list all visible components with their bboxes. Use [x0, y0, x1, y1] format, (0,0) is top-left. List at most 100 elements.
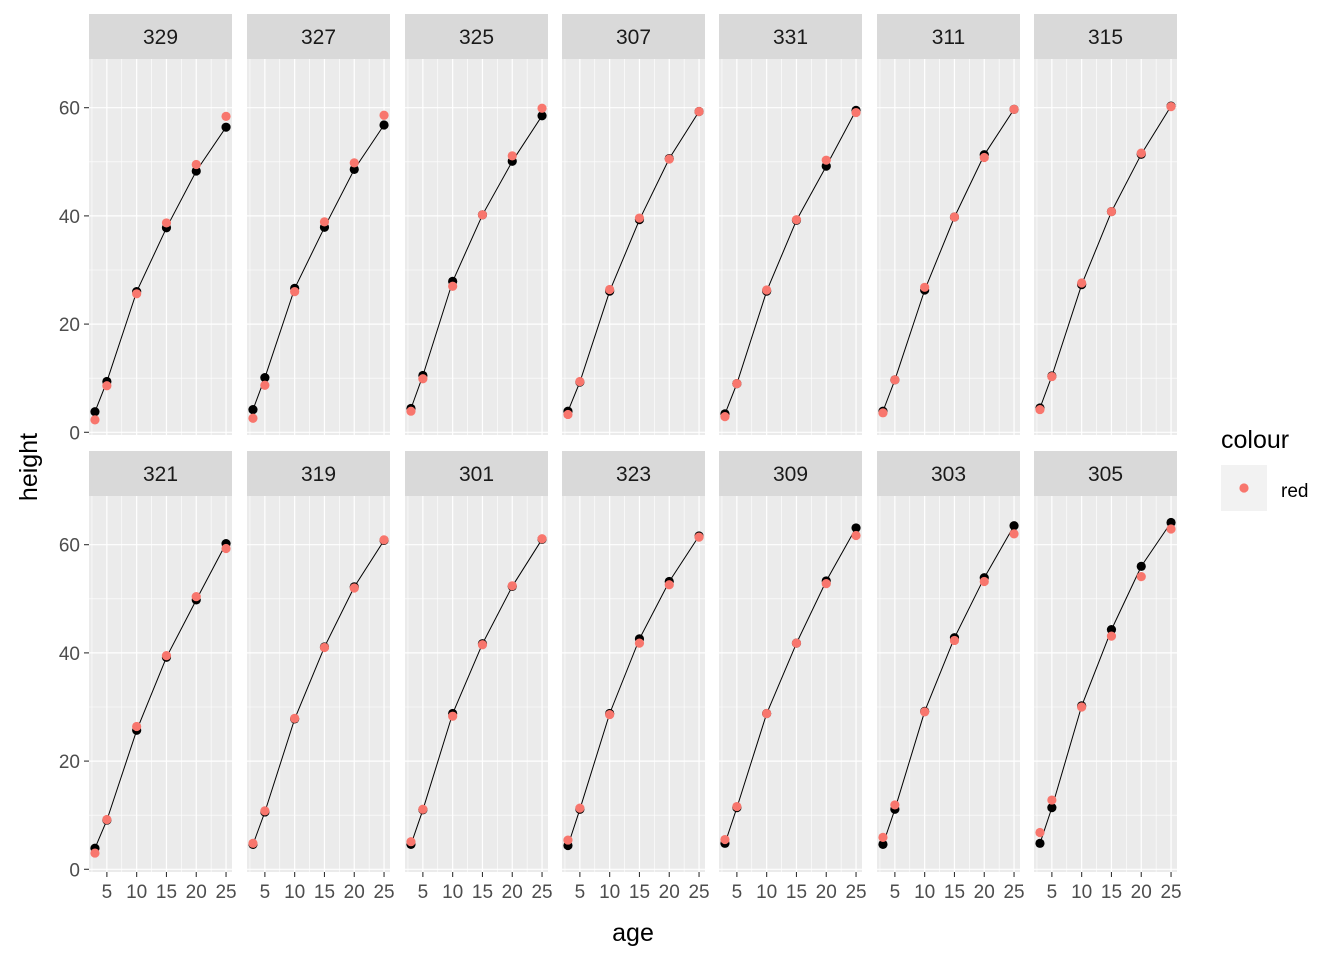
fitted-point: [102, 381, 112, 391]
fitted-point: [1136, 148, 1146, 158]
series-line: [94, 543, 227, 849]
fitted-point: [791, 215, 802, 225]
facet-panels: 329 327 325 307 331 311 315 321 319 301 323 309 303 3…: [89, 14, 1177, 872]
series-line: [1039, 105, 1172, 409]
series-line: [567, 535, 700, 846]
fitted-point: [605, 709, 615, 720]
strip-label: 307: [616, 26, 651, 49]
x-tick-label: 15: [629, 882, 650, 903]
panel-background: [562, 496, 705, 872]
fitted-point: [890, 375, 900, 385]
observed-point: [221, 122, 231, 132]
fitted-point: [1077, 702, 1087, 712]
fitted-point: [1106, 206, 1117, 217]
strip-label: 315: [1088, 26, 1123, 49]
strip-background: [877, 14, 1020, 59]
x-tick-label: 25: [215, 882, 236, 903]
fitted-point: [90, 848, 100, 858]
x-tick-label: 15: [944, 882, 965, 903]
strip-background: [562, 451, 705, 496]
fitted-point: [132, 289, 142, 299]
fitted-point: [1106, 631, 1117, 641]
x-tick-label: 25: [373, 882, 394, 903]
x-tick-label: 25: [1160, 882, 1181, 903]
fitted-point: [260, 380, 270, 390]
series-line: [724, 527, 857, 844]
facet-panel-303: 303: [877, 451, 1020, 872]
fitted-point: [221, 111, 231, 121]
observed-point: [90, 407, 100, 417]
fitted-point: [762, 708, 772, 719]
fitted-point: [1009, 104, 1019, 114]
observed-point: [1106, 625, 1117, 635]
fitted-point: [537, 534, 547, 544]
observed-point: [537, 111, 547, 121]
fitted-point: [349, 583, 359, 593]
observed-point: [851, 523, 861, 533]
fitted-point: [1136, 572, 1146, 582]
x-tick-label: 15: [1101, 882, 1122, 903]
x-tick-label: 5: [732, 882, 743, 903]
series-line: [724, 110, 857, 415]
x-tick-label: 20: [344, 882, 365, 903]
fitted-point: [349, 158, 359, 168]
fitted-point: [379, 110, 389, 120]
x-tick-label: 10: [1071, 882, 1092, 903]
facet-panel-325: 325: [405, 14, 548, 435]
strip-label: 305: [1088, 463, 1123, 486]
series-line: [252, 540, 385, 845]
strip-label: 323: [616, 463, 651, 486]
x-tick-label: 10: [914, 882, 935, 903]
fitted-point: [477, 210, 488, 220]
fitted-point: [732, 379, 742, 389]
y-tick-label: 20: [59, 752, 80, 773]
facet-panel-327: 327: [247, 14, 390, 435]
x-tick-label: 25: [688, 882, 709, 903]
fitted-point: [248, 838, 258, 848]
fitted-point: [878, 408, 888, 418]
observed-point: [191, 166, 201, 176]
legend-title: colour: [1221, 426, 1289, 454]
y-tick-label: 0: [69, 423, 80, 444]
strip-background: [1034, 451, 1177, 496]
y-tick-label: 20: [59, 315, 80, 336]
fitted-point: [537, 103, 547, 113]
fitted-point: [851, 530, 861, 541]
strip-background: [89, 451, 232, 496]
x-tick-label: 15: [472, 882, 493, 903]
fitted-point: [979, 576, 989, 587]
x-axis: 5 10 15 20 25 5 10 15 20 25 5 10 15 20 25 5 10 15 20 25 5 10 1…: [102, 872, 1182, 903]
strip-background: [1034, 14, 1177, 59]
x-tick-label: 5: [575, 882, 586, 903]
fitted-point: [664, 580, 674, 590]
strip-background: [405, 14, 548, 59]
x-tick-label: 15: [314, 882, 335, 903]
facet-panel-305: 305: [1034, 451, 1177, 872]
strip-label: 321: [143, 463, 178, 486]
fitted-point: [161, 650, 172, 661]
observed-point: [878, 839, 888, 850]
panel-background: [405, 496, 548, 872]
x-tick-label: 10: [599, 882, 620, 903]
panel-background: [877, 496, 1020, 872]
fitted-point: [821, 579, 831, 589]
x-tick-label: 25: [845, 882, 866, 903]
fitted-point: [563, 409, 573, 420]
strip-background: [877, 451, 1020, 496]
x-tick-label: 5: [102, 882, 113, 903]
observed-point: [260, 373, 270, 383]
fitted-point: [132, 721, 142, 732]
strip-background: [89, 14, 232, 59]
legend-label: red: [1281, 481, 1308, 502]
x-tick-label: 5: [260, 882, 271, 903]
fitted-point: [949, 212, 960, 222]
strip-label: 311: [932, 26, 965, 49]
x-tick-label: 5: [1047, 882, 1058, 903]
panel-background: [719, 59, 862, 435]
strip-label: 329: [143, 26, 178, 49]
x-tick-label: 5: [890, 882, 901, 903]
fitted-point: [575, 803, 585, 813]
panel-background: [1034, 59, 1177, 435]
fitted-point: [221, 543, 231, 554]
